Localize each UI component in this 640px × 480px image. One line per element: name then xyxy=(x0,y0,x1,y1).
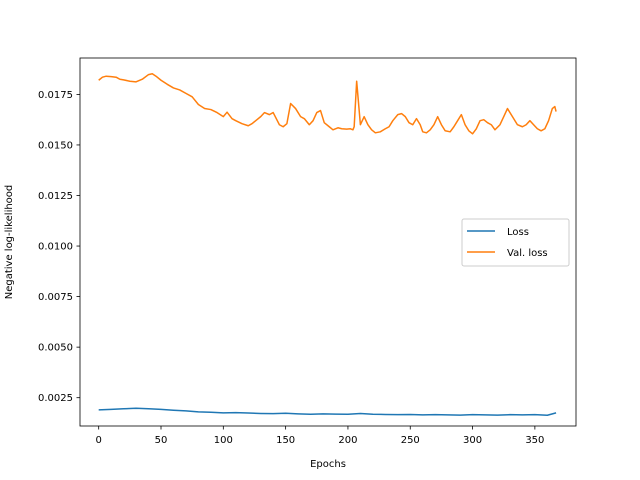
y-axis: 0.0025 0.0050 0.0075 0.0100 0.0125 0.0150 0.01… xyxy=(38,90,80,404)
y-tick-label: 0.0125 xyxy=(38,191,73,202)
x-axis-label: Epochs xyxy=(310,459,346,470)
y-tick-label: 0.0175 xyxy=(38,90,73,101)
x-tick-label: 250 xyxy=(401,435,420,446)
y-tick-label: 0.0150 xyxy=(38,140,73,151)
x-axis: 0 50 100 150 200 250 300 350 xyxy=(96,426,544,446)
x-tick-label: 0 xyxy=(96,435,102,446)
x-tick-label: 100 xyxy=(214,435,233,446)
x-tick-label: 350 xyxy=(525,435,544,446)
y-tick-label: 0.0025 xyxy=(38,393,73,404)
x-tick-label: 150 xyxy=(276,435,295,446)
series-line-val-loss xyxy=(98,73,557,135)
x-tick-label: 300 xyxy=(463,435,482,446)
legend-label-loss: Loss xyxy=(507,227,529,238)
y-axis-label: Negative log-likelihood xyxy=(4,185,15,300)
x-tick-label: 50 xyxy=(155,435,168,446)
series-layer xyxy=(98,73,557,417)
legend: Loss Val. loss xyxy=(461,218,570,267)
y-tick-label: 0.0075 xyxy=(38,292,73,303)
plot-frame xyxy=(79,57,577,427)
series-line-loss xyxy=(98,407,557,417)
y-tick-label: 0.0050 xyxy=(38,343,73,354)
y-tick-label: 0.0100 xyxy=(38,242,73,253)
legend-label-val-loss: Val. loss xyxy=(507,248,548,259)
x-tick-label: 200 xyxy=(338,435,357,446)
